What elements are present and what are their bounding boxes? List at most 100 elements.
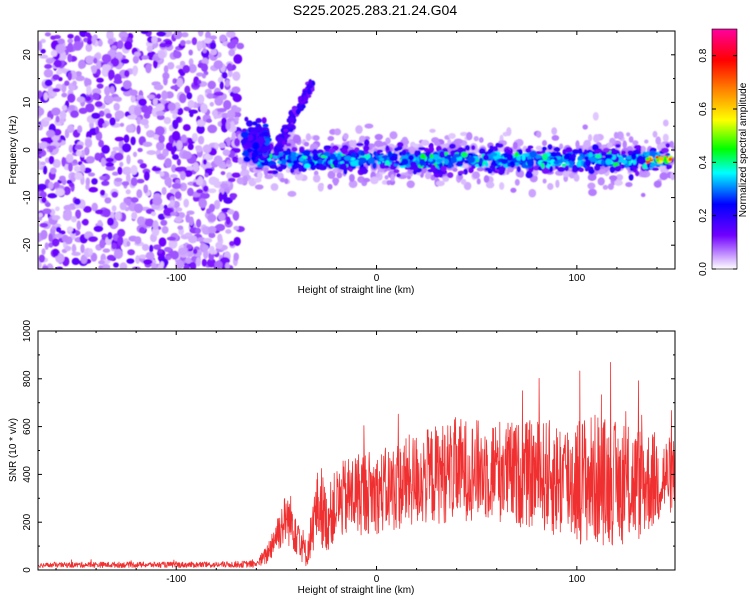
heatmap-cell [174, 166, 184, 172]
heatmap-cell [202, 48, 207, 54]
heatmap-cell [155, 103, 165, 112]
heatmap-cell [101, 263, 110, 269]
heatmap-cell [291, 163, 298, 170]
heatmap-cell [195, 178, 203, 186]
heatmap-cell [88, 186, 98, 193]
heatmap-cell [45, 58, 54, 64]
heatmap-cell [252, 141, 260, 150]
heatmap-cell [298, 157, 305, 162]
heatmap-cell [439, 151, 445, 159]
heatmap-cell [496, 143, 504, 148]
heatmap-cell [43, 69, 54, 78]
heatmap-cell [180, 40, 186, 46]
heatmap-cell [204, 37, 212, 44]
heatmap-cell [125, 172, 131, 183]
heatmap-cell [161, 90, 168, 100]
heatmap-cell [184, 232, 193, 237]
heatmap-cell [178, 93, 187, 104]
heatmap-cell [150, 211, 157, 217]
snr-series-line [38, 361, 675, 568]
heatmap-cell [287, 190, 297, 197]
heatmap-cell [166, 236, 176, 241]
heatmap-cell [535, 150, 543, 155]
heatmap-cell [43, 117, 52, 122]
heatmap-cell [177, 225, 184, 230]
heatmap-cell [133, 51, 141, 57]
heatmap-cell [51, 92, 58, 97]
heatmap-cell [138, 254, 147, 259]
heatmap-cell [156, 114, 165, 121]
heatmap-cell [203, 185, 209, 192]
heatmap-cell [50, 35, 56, 40]
heatmap-cell [86, 85, 92, 95]
heatmap-cell [576, 161, 582, 168]
heatmap-cell [652, 130, 658, 138]
heatmap-cell [51, 214, 61, 221]
heatmap-cell [604, 154, 613, 159]
heatmap-cell [61, 105, 68, 111]
heatmap-cell [77, 125, 83, 134]
heatmap-cell [70, 215, 77, 223]
heatmap-cell [234, 116, 240, 122]
heatmap-cell [143, 184, 149, 194]
heatmap-cell [42, 265, 49, 269]
heatmap-cell [183, 264, 190, 269]
heatmap-cell [144, 218, 155, 227]
heatmap-cell [435, 180, 445, 187]
heatmap-cell [220, 182, 229, 189]
heatmap-cell [117, 235, 124, 246]
heatmap-cell [72, 159, 78, 164]
heatmap-cell [185, 40, 192, 45]
heatmap-cell [131, 211, 138, 220]
heatmap-cell [119, 202, 127, 211]
heatmap-cell [90, 252, 98, 262]
heatmap-cell [270, 183, 279, 191]
heatmap-cell [176, 207, 183, 212]
heatmap-cell [584, 159, 592, 167]
heatmap-cell [146, 129, 155, 138]
heatmap-cell [587, 173, 597, 181]
heatmap-cell [291, 146, 298, 152]
heatmap-cell [102, 208, 111, 218]
heatmap-cell [112, 146, 121, 151]
heatmap-cell [275, 144, 282, 149]
colorbar-ticks: 0.0 0.2 0.4 0.6 0.8 [698, 48, 737, 276]
heatmap-cell [55, 226, 62, 233]
heatmap-cell [628, 136, 634, 143]
heatmap-cell [547, 182, 554, 191]
heatmap-cell [655, 158, 660, 163]
heatmap-cell [38, 260, 42, 269]
colorbar-gradient [712, 29, 737, 269]
heatmap-cell [240, 131, 249, 139]
heatmap-cell [114, 136, 125, 142]
heatmap-cell [510, 187, 517, 193]
heatmap-cell [669, 140, 674, 148]
heatmap-cell [180, 134, 188, 144]
heatmap-cell [244, 141, 252, 148]
colorbar: 0.0 0.2 0.4 0.6 0.8 Normalized spectral ampl… [698, 28, 749, 276]
heatmap-cell [591, 144, 599, 151]
heatmap-cell [209, 35, 217, 40]
heatmap-cell [183, 198, 189, 208]
heatmap-cell [52, 159, 61, 168]
heatmap-cell [107, 38, 114, 45]
heatmap-cell [233, 225, 240, 231]
heatmap-cell [588, 156, 597, 163]
heatmap-cell [75, 150, 82, 157]
heatmap-cell [44, 32, 52, 37]
heatmap-cell [66, 124, 75, 133]
heatmap-cell [209, 42, 217, 50]
heatmap-cell [117, 166, 123, 175]
heatmap-cell [206, 258, 216, 268]
y-tick-label: 600 [22, 418, 33, 435]
heatmap-cell [431, 137, 440, 144]
heatmap-cell [196, 72, 204, 77]
heatmap-cell [45, 129, 56, 138]
heatmap-cell [397, 142, 404, 148]
heatmap-cell [97, 219, 103, 227]
heatmap-cell [602, 184, 609, 190]
heatmap-cell [117, 40, 124, 50]
heatmap-cell [44, 242, 49, 250]
heatmap-cell [206, 92, 214, 99]
